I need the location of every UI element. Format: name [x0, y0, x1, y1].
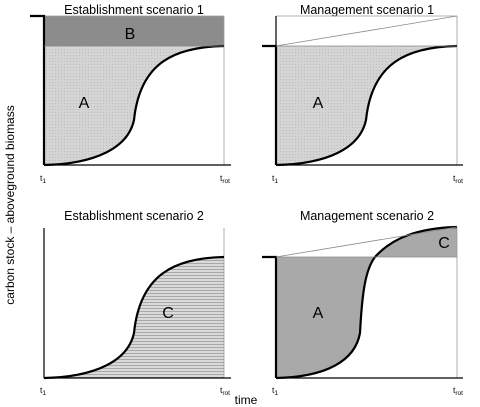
- tick-t1-main: t: [40, 385, 43, 395]
- region-label-a: A: [79, 95, 90, 112]
- region-a-fill: [276, 257, 375, 378]
- tick-trot-sub: rot: [222, 178, 230, 185]
- tick-t1-sub: 1: [42, 178, 46, 185]
- region-label-a: A: [313, 95, 324, 112]
- initial-stock-step: [262, 44, 278, 165]
- trend-line: [275, 226, 458, 258]
- x-axis-title: time: [235, 393, 258, 407]
- region-label-c: C: [162, 305, 174, 322]
- tick-t1-main: t: [272, 385, 275, 395]
- region-b-fill: [44, 16, 224, 46]
- panel-management-scenario-1: Management scenario 1 A t1 trot: [262, 3, 463, 185]
- initial-stock-step: [262, 255, 278, 378]
- panel-title: Establishment scenario 1: [64, 3, 204, 17]
- tick-trot-sub: rot: [222, 390, 230, 397]
- tick-trot: trot: [453, 173, 463, 185]
- tick-trot-sub: rot: [455, 390, 463, 397]
- tick-t1: t1: [40, 173, 46, 185]
- panel-establishment-scenario-2: Establishment scenario 2 C t1 trot: [40, 209, 231, 397]
- tick-t1-main: t: [272, 173, 275, 183]
- tick-t1-main: t: [40, 173, 43, 183]
- panel-title: Establishment scenario 2: [64, 209, 204, 223]
- panel-title: Management scenario 2: [300, 209, 434, 223]
- tick-t1-sub: 1: [274, 390, 278, 397]
- growth-curve: [43, 255, 225, 380]
- tick-trot-main: t: [453, 385, 456, 395]
- tick-trot: trot: [453, 385, 463, 397]
- region-c-fill: [375, 227, 457, 257]
- region-a-fill: [44, 46, 224, 165]
- tick-t1-sub: 1: [274, 178, 278, 185]
- tick-trot: trot: [220, 173, 230, 185]
- tick-trot-main: t: [220, 385, 223, 395]
- region-a-fill: [276, 46, 457, 165]
- region-c-fill: [44, 257, 224, 378]
- panel-establishment-scenario-1: Establishment scenario 1 B A t1 trot: [30, 3, 231, 185]
- region-label-b: B: [125, 26, 136, 43]
- tick-t1: t1: [272, 173, 278, 185]
- panel-management-scenario-2: Management scenario 2 C A t1 trot: [262, 209, 463, 397]
- tick-t1-sub: 1: [42, 390, 46, 397]
- growth-curve: [43, 44, 225, 167]
- y-axis-title: carbon stock – aboveground biomass: [3, 105, 17, 304]
- tick-trot-main: t: [453, 173, 456, 183]
- trend-line: [275, 15, 458, 47]
- tick-trot-sub: rot: [455, 178, 463, 185]
- tick-t1: t1: [272, 385, 278, 397]
- tick-t1: t1: [40, 385, 46, 397]
- initial-stock-step: [30, 14, 46, 165]
- region-label-a: A: [313, 305, 324, 322]
- tick-trot: trot: [220, 385, 230, 397]
- region-label-c: C: [438, 235, 450, 252]
- panel-title: Management scenario 1: [300, 3, 434, 17]
- growth-curve: [275, 44, 458, 167]
- tick-trot-main: t: [220, 173, 223, 183]
